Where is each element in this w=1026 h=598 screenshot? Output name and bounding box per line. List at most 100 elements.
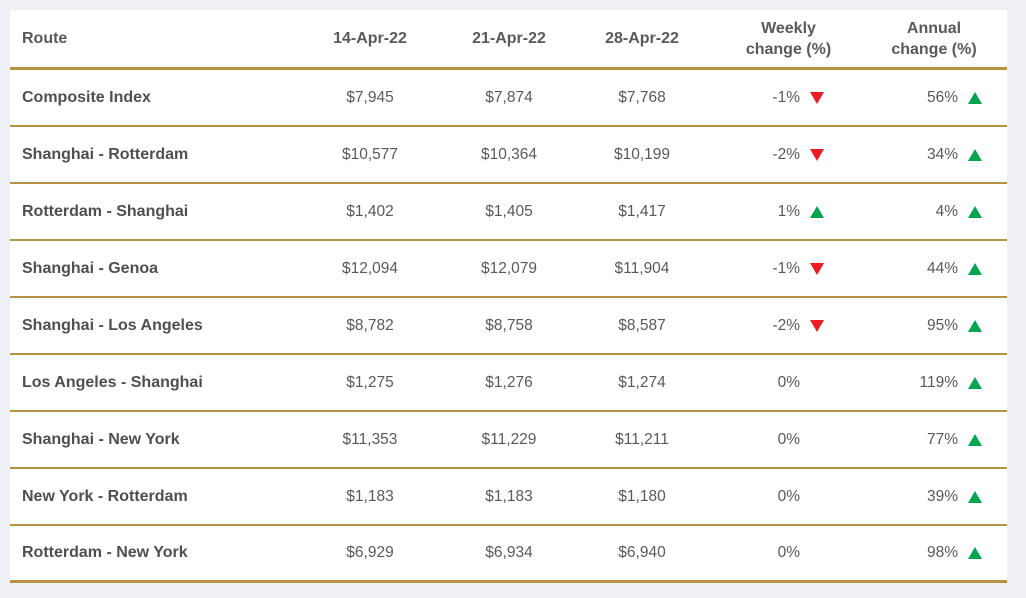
price-value: $1,183 [485, 487, 533, 505]
weekly-trend-icon-slot [809, 148, 825, 161]
annual-change-cell: 34% [861, 127, 1007, 182]
up-triangle-icon [968, 490, 982, 503]
price-cell-date-1: $1,275 [290, 355, 450, 410]
table-row: Shanghai - Genoa $12,094 $12,079 $11,904… [10, 241, 1007, 298]
annual-change-cell: 4% [861, 184, 1007, 239]
down-triangle-icon [810, 319, 824, 332]
weekly-trend-icon-slot [809, 91, 825, 104]
route-label: Composite Index [22, 88, 151, 106]
price-value: $8,587 [618, 316, 666, 334]
table-row: New York - Rotterdam $1,183 $1,183 $1,18… [10, 469, 1007, 526]
price-cell-date-1: $10,577 [290, 127, 450, 182]
weekly-trend-icon-slot [809, 262, 825, 275]
weekly-change-cell: 0% [716, 526, 861, 580]
route-label: Los Angeles - Shanghai [22, 373, 203, 391]
column-header-date-3: 28-Apr-22 [605, 29, 679, 47]
price-value: $11,904 [614, 259, 670, 277]
annual-change-cell: 44% [861, 241, 1007, 296]
price-value: $6,934 [485, 544, 533, 561]
route-label: Shanghai - Los Angeles [22, 316, 203, 334]
column-header-annual-change: Annual change (%) [861, 10, 1007, 67]
weekly-change-value: 0% [777, 487, 800, 505]
table-row: Shanghai - Rotterdam $10,577 $10,364 $10… [10, 127, 1007, 184]
weekly-header-line-2: change (%) [745, 40, 832, 58]
route-cell: Rotterdam - Shanghai [10, 184, 290, 239]
route-label: Rotterdam - New York [22, 544, 188, 561]
price-cell-date-2: $8,758 [450, 298, 568, 353]
down-triangle-icon [810, 262, 824, 275]
up-triangle-icon [968, 319, 982, 332]
price-value: $1,276 [485, 373, 533, 391]
annual-trend-icon-slot [967, 376, 983, 389]
price-value: $7,945 [346, 88, 394, 106]
route-label: Shanghai - Rotterdam [22, 145, 189, 163]
table-row: Rotterdam - New York $6,929 $6,934 $6,94… [10, 526, 1007, 583]
price-cell-date-2: $1,183 [450, 469, 568, 524]
annual-trend-icon-slot [967, 205, 983, 218]
weekly-change-cell: 0% [716, 469, 861, 524]
price-cell-date-1: $7,945 [290, 70, 450, 125]
annual-change-value: 98% [926, 544, 958, 561]
annual-trend-icon-slot [967, 91, 983, 104]
table-row: Los Angeles - Shanghai $1,275 $1,276 $1,… [10, 355, 1007, 412]
weekly-change-value: 0% [777, 373, 800, 391]
weekly-change-value: -2% [772, 316, 800, 334]
price-value: $12,079 [480, 259, 538, 277]
weekly-change-value: 0% [777, 544, 800, 561]
price-cell-date-1: $1,183 [290, 469, 450, 524]
annual-trend-icon-slot [967, 433, 983, 446]
price-cell-date-3: $6,940 [568, 526, 716, 580]
route-cell: Shanghai - Los Angeles [10, 298, 290, 353]
price-cell-date-3: $11,211 [568, 412, 716, 467]
price-value: $6,940 [618, 544, 666, 561]
up-triangle-icon [968, 205, 982, 218]
annual-trend-icon-slot [967, 148, 983, 161]
route-cell: Shanghai - Rotterdam [10, 127, 290, 182]
annual-change-value: 95% [926, 316, 958, 334]
price-value: $11,229 [481, 430, 537, 448]
weekly-change-cell: -1% [716, 241, 861, 296]
annual-change-value: 56% [926, 88, 958, 106]
route-cell: Shanghai - New York [10, 412, 290, 467]
rates-table: Route 14-Apr-22 21-Apr-22 28-Apr-22 Week… [10, 10, 1007, 583]
weekly-change-value: 0% [777, 430, 800, 448]
price-cell-date-3: $1,417 [568, 184, 716, 239]
price-value: $10,577 [341, 145, 399, 163]
table-row: Rotterdam - Shanghai $1,402 $1,405 $1,41… [10, 184, 1007, 241]
price-cell-date-2: $1,405 [450, 184, 568, 239]
column-header-date-2: 21-Apr-22 [472, 29, 546, 47]
price-cell-date-1: $8,782 [290, 298, 450, 353]
route-label: Shanghai - Genoa [22, 259, 159, 277]
column-header-weekly-change: Weekly change (%) [716, 10, 861, 67]
table-body: Composite Index $7,945 $7,874 $7,768 -1%… [10, 70, 1007, 583]
price-value: $1,405 [485, 202, 533, 220]
price-cell-date-1: $11,353 [290, 412, 450, 467]
weekly-header-line-1: Weekly [761, 19, 816, 37]
price-cell-date-3: $7,768 [568, 70, 716, 125]
price-value: $1,180 [618, 487, 666, 505]
up-triangle-icon [968, 148, 982, 161]
price-value: $11,211 [615, 430, 669, 448]
annual-change-cell: 95% [861, 298, 1007, 353]
annual-change-cell: 98% [861, 526, 1007, 580]
weekly-change-cell: -2% [716, 127, 861, 182]
price-cell-date-2: $6,934 [450, 526, 568, 580]
route-cell: New York - Rotterdam [10, 469, 290, 524]
price-value: $1,417 [618, 202, 666, 220]
price-cell-date-2: $11,229 [450, 412, 568, 467]
up-triangle-icon [968, 376, 982, 389]
down-triangle-icon [810, 91, 824, 104]
column-header-date-1: 14-Apr-22 [333, 29, 407, 47]
route-cell: Composite Index [10, 70, 290, 125]
price-value: $7,874 [485, 88, 533, 106]
price-cell-date-2: $1,276 [450, 355, 568, 410]
weekly-change-cell: 0% [716, 412, 861, 467]
weekly-trend-icon-slot [809, 319, 825, 332]
annual-change-value: 39% [926, 487, 958, 505]
up-triangle-icon [968, 433, 982, 446]
price-cell-date-2: $10,364 [450, 127, 568, 182]
price-cell-date-1: $1,402 [290, 184, 450, 239]
price-cell-date-2: $12,079 [450, 241, 568, 296]
table-header-row: Route 14-Apr-22 21-Apr-22 28-Apr-22 Week… [10, 10, 1007, 70]
annual-change-value: 77% [926, 430, 958, 448]
